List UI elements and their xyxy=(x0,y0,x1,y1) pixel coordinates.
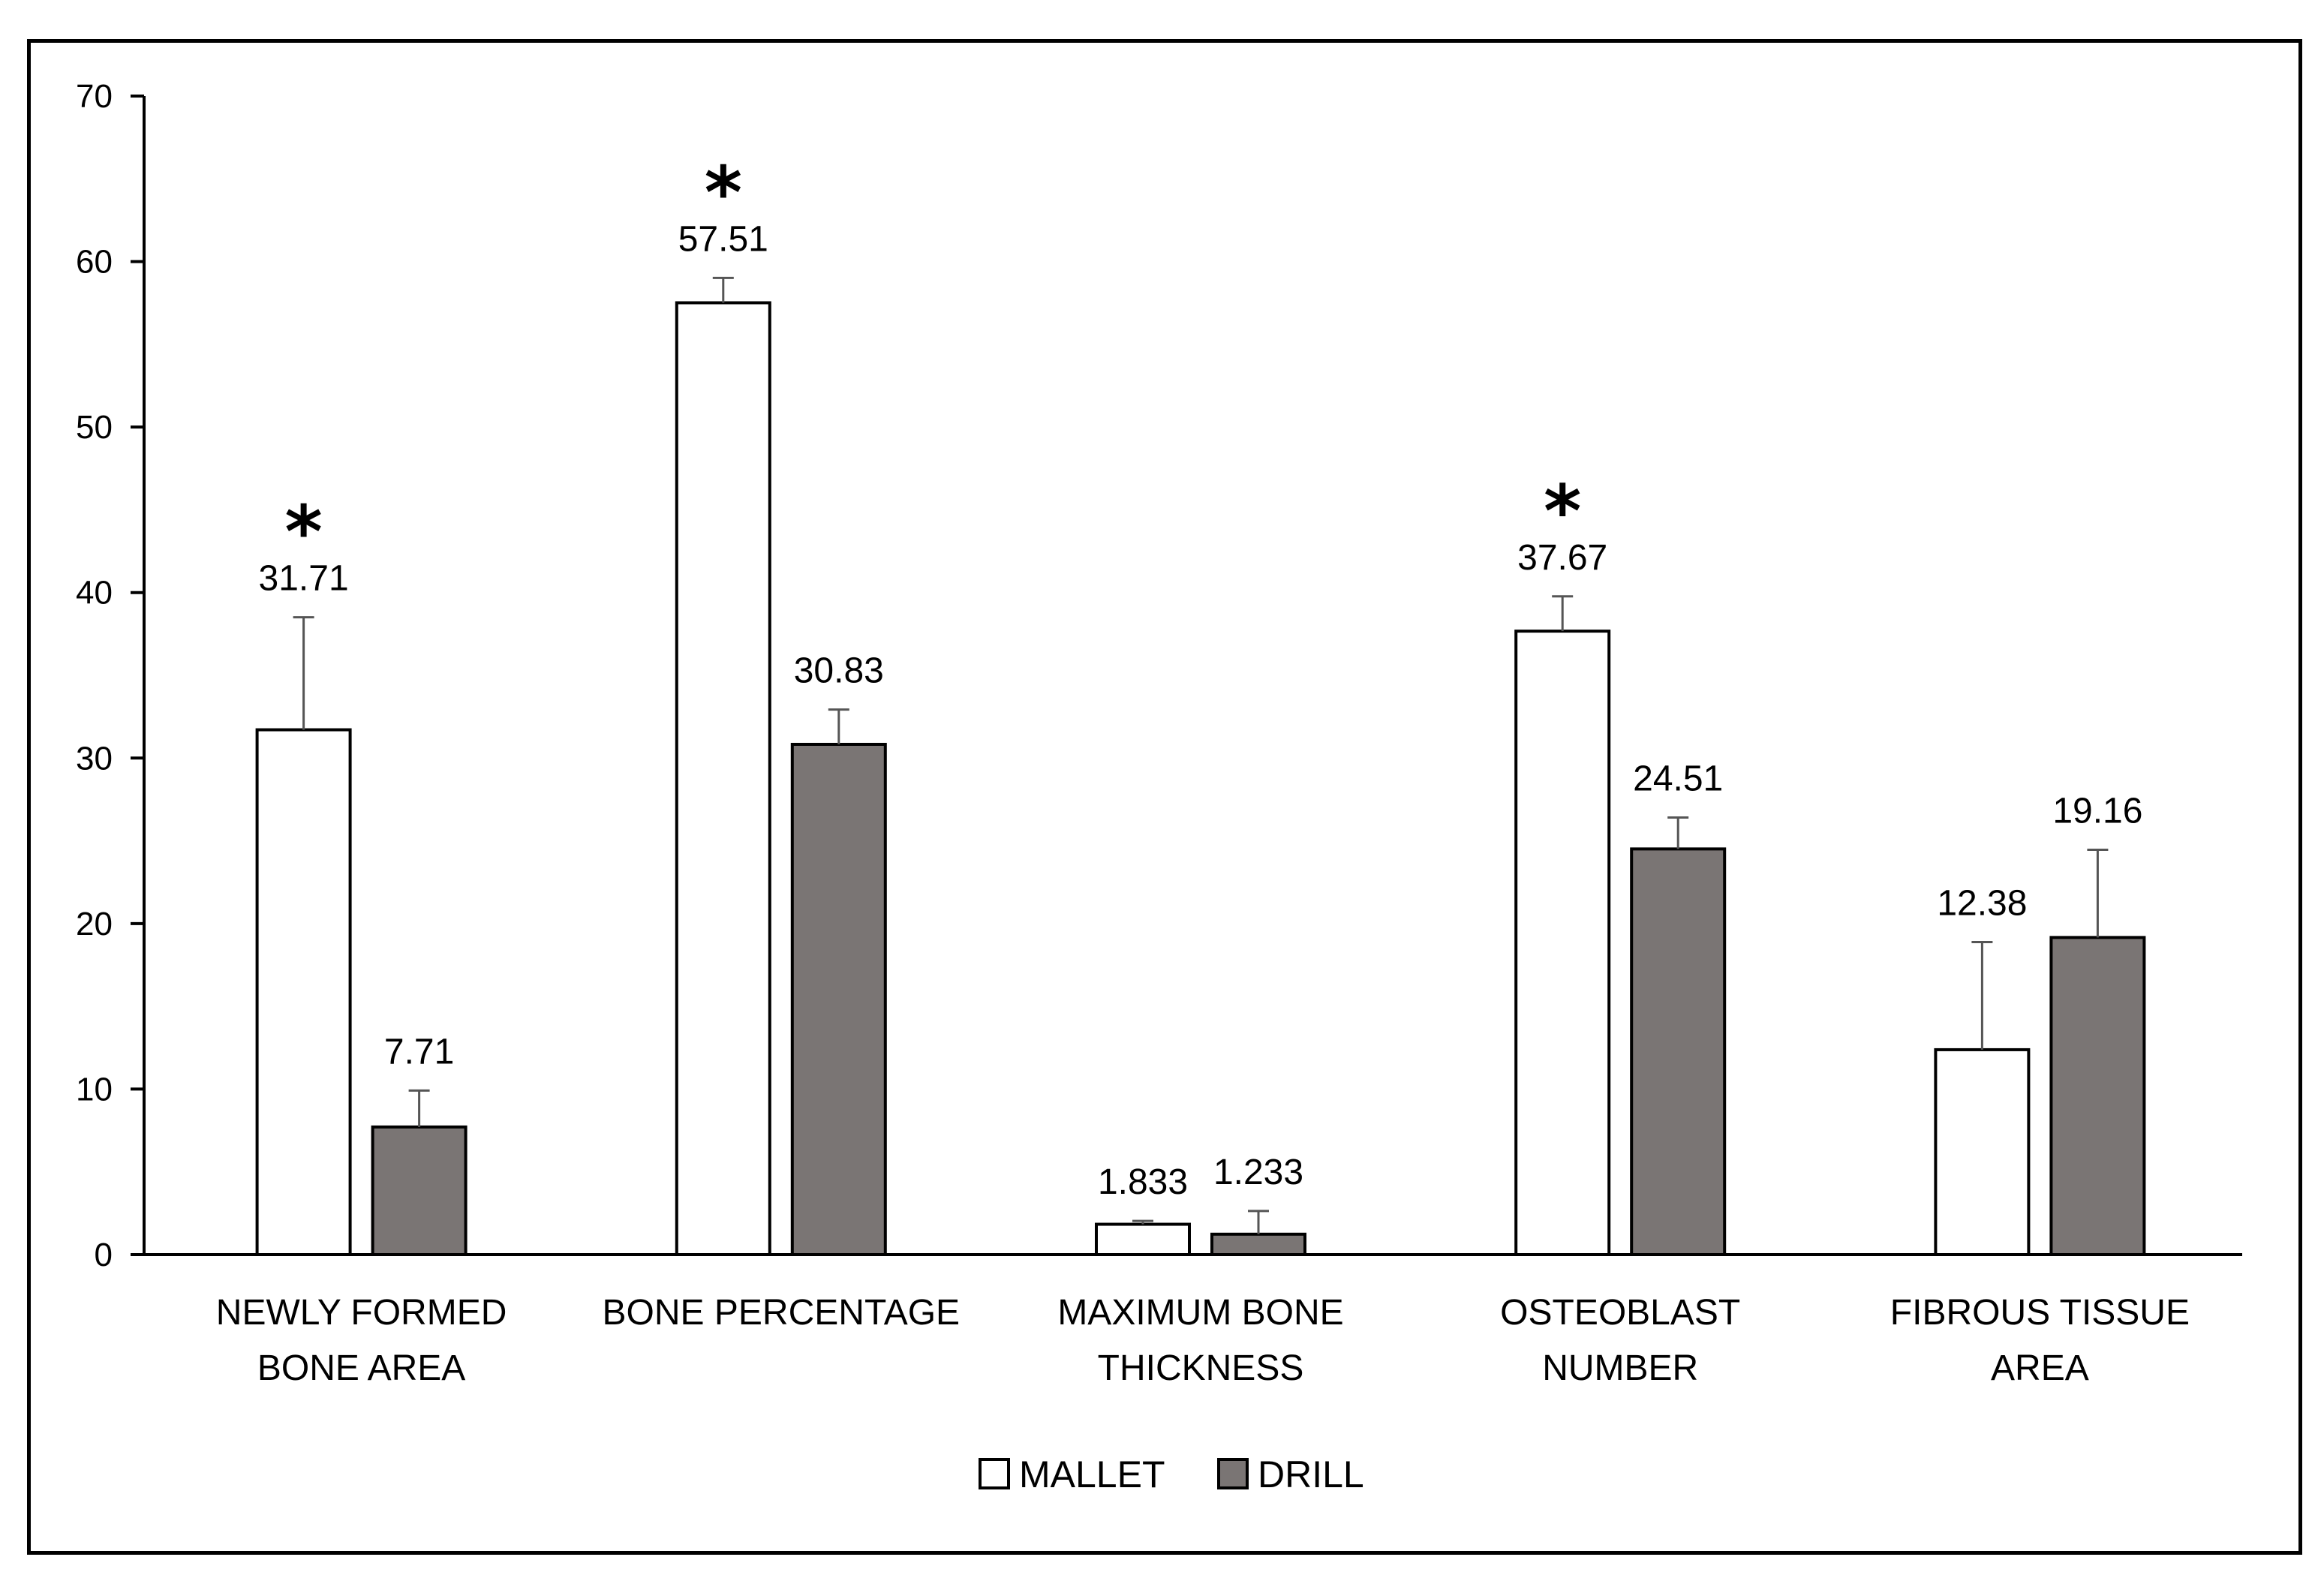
legend-swatch-drill xyxy=(1217,1458,1249,1489)
bar-mallet xyxy=(1514,630,1611,1256)
data-label: 31.71 xyxy=(259,559,349,599)
bar-mallet xyxy=(1934,1047,2031,1257)
y-tick-label: 20 xyxy=(76,906,113,942)
y-tick-label: 60 xyxy=(76,244,113,281)
y-tick-label: 50 xyxy=(76,409,113,446)
data-label: 1.833 xyxy=(1098,1162,1188,1202)
x-tick-label: AREA xyxy=(1991,1348,2089,1388)
data-label: 24.51 xyxy=(1633,759,1723,798)
y-tick-label: 40 xyxy=(76,575,113,612)
data-label: 57.51 xyxy=(678,219,768,259)
x-tick-label: NEWLY FORMED xyxy=(216,1293,507,1333)
bars xyxy=(255,276,2146,1257)
bar-drill xyxy=(371,1125,468,1257)
significance-marker: * xyxy=(284,491,322,575)
bar-drill xyxy=(1630,847,1727,1256)
significance-marker: * xyxy=(1544,470,1581,554)
legend-label-mallet: MALLET xyxy=(1019,1453,1165,1495)
bar-mallet xyxy=(675,301,771,1256)
x-tick-label: BONE AREA xyxy=(257,1348,465,1388)
data-label: 37.67 xyxy=(1517,538,1607,578)
bar-drill xyxy=(2049,936,2146,1256)
axes: 0 10 20 30 40 50 60 70 xyxy=(76,78,2242,1273)
bar-mallet xyxy=(1095,1222,1191,1256)
bar-drill xyxy=(790,742,887,1256)
chart-frame xyxy=(27,39,2302,1555)
x-tick-label: MAXIMUM BONE xyxy=(1057,1293,1343,1333)
x-tick-label: FIBROUS TISSUE xyxy=(1890,1293,2190,1333)
significance-marker: * xyxy=(705,151,742,235)
bar-mallet xyxy=(255,728,352,1256)
data-label: 30.83 xyxy=(794,651,884,691)
x-tick-label: NUMBER xyxy=(1542,1348,1698,1388)
data-label: 7.71 xyxy=(384,1032,454,1072)
y-tick-label: 0 xyxy=(95,1237,113,1273)
y-tick-label: 10 xyxy=(76,1071,113,1108)
data-label: 19.16 xyxy=(2052,791,2142,831)
data-label: 12.38 xyxy=(1937,884,2027,924)
legend-swatch-mallet xyxy=(979,1458,1010,1489)
x-tick-label: THICKNESS xyxy=(1098,1348,1304,1388)
x-tick-label: BONE PERCENTAGE xyxy=(603,1293,961,1333)
data-label: 1.233 xyxy=(1213,1153,1303,1192)
legend: MALLET DRILL xyxy=(979,1453,1364,1495)
y-tick-label: 70 xyxy=(76,78,113,115)
bar-drill xyxy=(1210,1232,1306,1257)
legend-label-drill: DRILL xyxy=(1258,1453,1364,1495)
x-tick-label: OSTEOBLAST xyxy=(1500,1293,1740,1333)
y-tick-label: 30 xyxy=(76,740,113,777)
